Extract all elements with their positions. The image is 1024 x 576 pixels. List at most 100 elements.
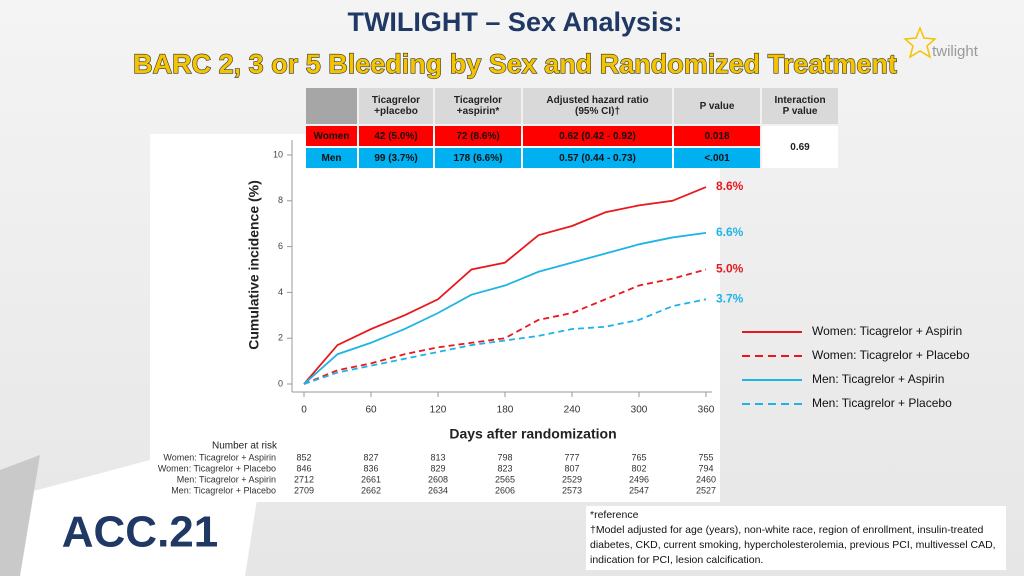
cell: <.001 (674, 148, 760, 168)
cell: 0.57 (0.44 - 0.73) (523, 148, 672, 168)
subtitle: BARC 2, 3 or 5 Bleeding by Sex and Rando… (133, 49, 897, 79)
x-tick-label: 180 (497, 405, 514, 416)
end-label: 3.7% (716, 291, 744, 305)
x-tick-label: 300 (631, 405, 648, 416)
risk-value: 2608 (428, 474, 448, 484)
risk-value: 829 (430, 463, 445, 473)
risk-row-label: Women: Ticagrelor + Placebo (158, 463, 276, 473)
legend-label: Men: Ticagrelor + Placebo (812, 396, 952, 410)
cell: 0.62 (0.42 - 0.92) (523, 126, 672, 146)
header-cell: Adjusted hazard ratio (95% CI)† (523, 88, 672, 124)
risk-value: 2496 (629, 474, 649, 484)
logo-panel (0, 460, 260, 576)
header-text: Ticagrelor (371, 95, 421, 106)
cell: 72 (8.6%) (435, 126, 521, 146)
legend-label: Women: Ticagrelor + Placebo (812, 348, 970, 362)
y-tick-label: 10 (273, 149, 283, 159)
footnote: †Model adjusted for age (years), non-whi… (590, 524, 996, 566)
risk-value: 794 (698, 463, 713, 473)
risk-value: 813 (430, 452, 445, 462)
x-tick-label: 60 (365, 405, 377, 416)
cell: 99 (3.7%) (359, 148, 433, 168)
risk-value: 2709 (294, 485, 314, 495)
series-line (303, 186, 707, 385)
y-tick-label: 8 (278, 195, 283, 205)
end-label: 8.6% (716, 179, 744, 193)
header-cell: Ticagrelor +placebo (359, 88, 433, 124)
risk-value: 827 (363, 452, 378, 462)
x-tick-label: 0 (301, 405, 307, 416)
risk-value: 852 (296, 452, 311, 462)
risk-value: 2573 (562, 485, 582, 495)
series-line (303, 231, 707, 385)
risk-value: 2662 (361, 485, 381, 495)
y-tick-label: 6 (278, 241, 283, 251)
header-cell: P value (674, 88, 760, 124)
risk-title: Number at risk (212, 441, 278, 452)
acc-logo: ACC.21 (62, 508, 219, 557)
risk-value: 777 (564, 452, 579, 462)
risk-value: 2712 (294, 474, 314, 484)
risk-value: 802 (631, 463, 646, 473)
end-label: 6.6% (716, 225, 744, 239)
header-cell: Interaction P value (762, 88, 838, 124)
risk-value: 755 (698, 452, 713, 462)
x-tick-label: 120 (430, 405, 447, 416)
end-label: 5.0% (716, 262, 744, 276)
risk-value: 2529 (562, 474, 582, 484)
risk-row-label: Men: Ticagrelor + Aspirin (177, 474, 276, 484)
cell: 0.69 (762, 126, 838, 168)
header-text: (95% CI)† (574, 106, 620, 117)
cell: 42 (5.0%) (359, 126, 433, 146)
risk-value: 2527 (696, 485, 716, 495)
cell: 0.018 (674, 126, 760, 146)
series-line (303, 298, 707, 385)
y-tick-label: 0 (278, 378, 283, 388)
header-text: Adjusted hazard ratio (546, 95, 649, 106)
header-cell: Ticagrelor +aspirin* (435, 88, 521, 124)
cell: 178 (6.6%) (435, 148, 521, 168)
footnote: *reference (590, 509, 639, 521)
decor (0, 455, 40, 576)
risk-value: 2547 (629, 485, 649, 495)
x-tick-label: 360 (698, 405, 715, 416)
risk-value: 2634 (428, 485, 448, 495)
risk-value: 846 (296, 463, 311, 473)
risk-value: 2606 (495, 485, 515, 495)
logo-text: twilight (932, 43, 979, 60)
legend-label: Men: Ticagrelor + Aspirin (812, 372, 944, 386)
risk-value: 2460 (696, 474, 716, 484)
risk-value: 2661 (361, 474, 381, 484)
header-text: +aspirin* (456, 106, 500, 117)
header-cell (306, 88, 357, 124)
cell: Men (306, 148, 357, 168)
x-axis-label: Days after randomization (449, 426, 616, 442)
chart-panel (150, 134, 720, 502)
risk-value: 798 (497, 452, 512, 462)
header-text: P value (782, 106, 818, 117)
footnotes: *reference †Model adjusted for age (years… (586, 506, 1006, 570)
x-tick-label: 240 (564, 405, 581, 416)
risk-value: 765 (631, 452, 646, 462)
y-axis-label: Cumulative incidence (%) (246, 180, 262, 350)
results-table: Ticagrelor +placebo Ticagrelor +aspirin* A… (304, 86, 840, 170)
y-tick-label: 2 (278, 333, 283, 343)
series-line (303, 268, 707, 385)
title: TWILIGHT – Sex Analysis: (347, 7, 682, 37)
logo-star (903, 25, 937, 59)
header-text: Interaction (774, 95, 826, 106)
risk-value: 823 (497, 463, 512, 473)
header-text: P value (699, 100, 735, 112)
y-tick-label: 4 (278, 287, 283, 297)
risk-value: 807 (564, 463, 579, 473)
risk-value: 2565 (495, 474, 515, 484)
legend-label: Women: Ticagrelor + Aspirin (812, 324, 962, 338)
header-text: +placebo (374, 106, 418, 117)
risk-row-label: Men: Ticagrelor + Placebo (171, 485, 276, 495)
risk-value: 836 (363, 463, 378, 473)
header-text: Ticagrelor (453, 95, 503, 106)
risk-row-label: Women: Ticagrelor + Aspirin (163, 452, 276, 462)
cell: Women (306, 126, 357, 146)
